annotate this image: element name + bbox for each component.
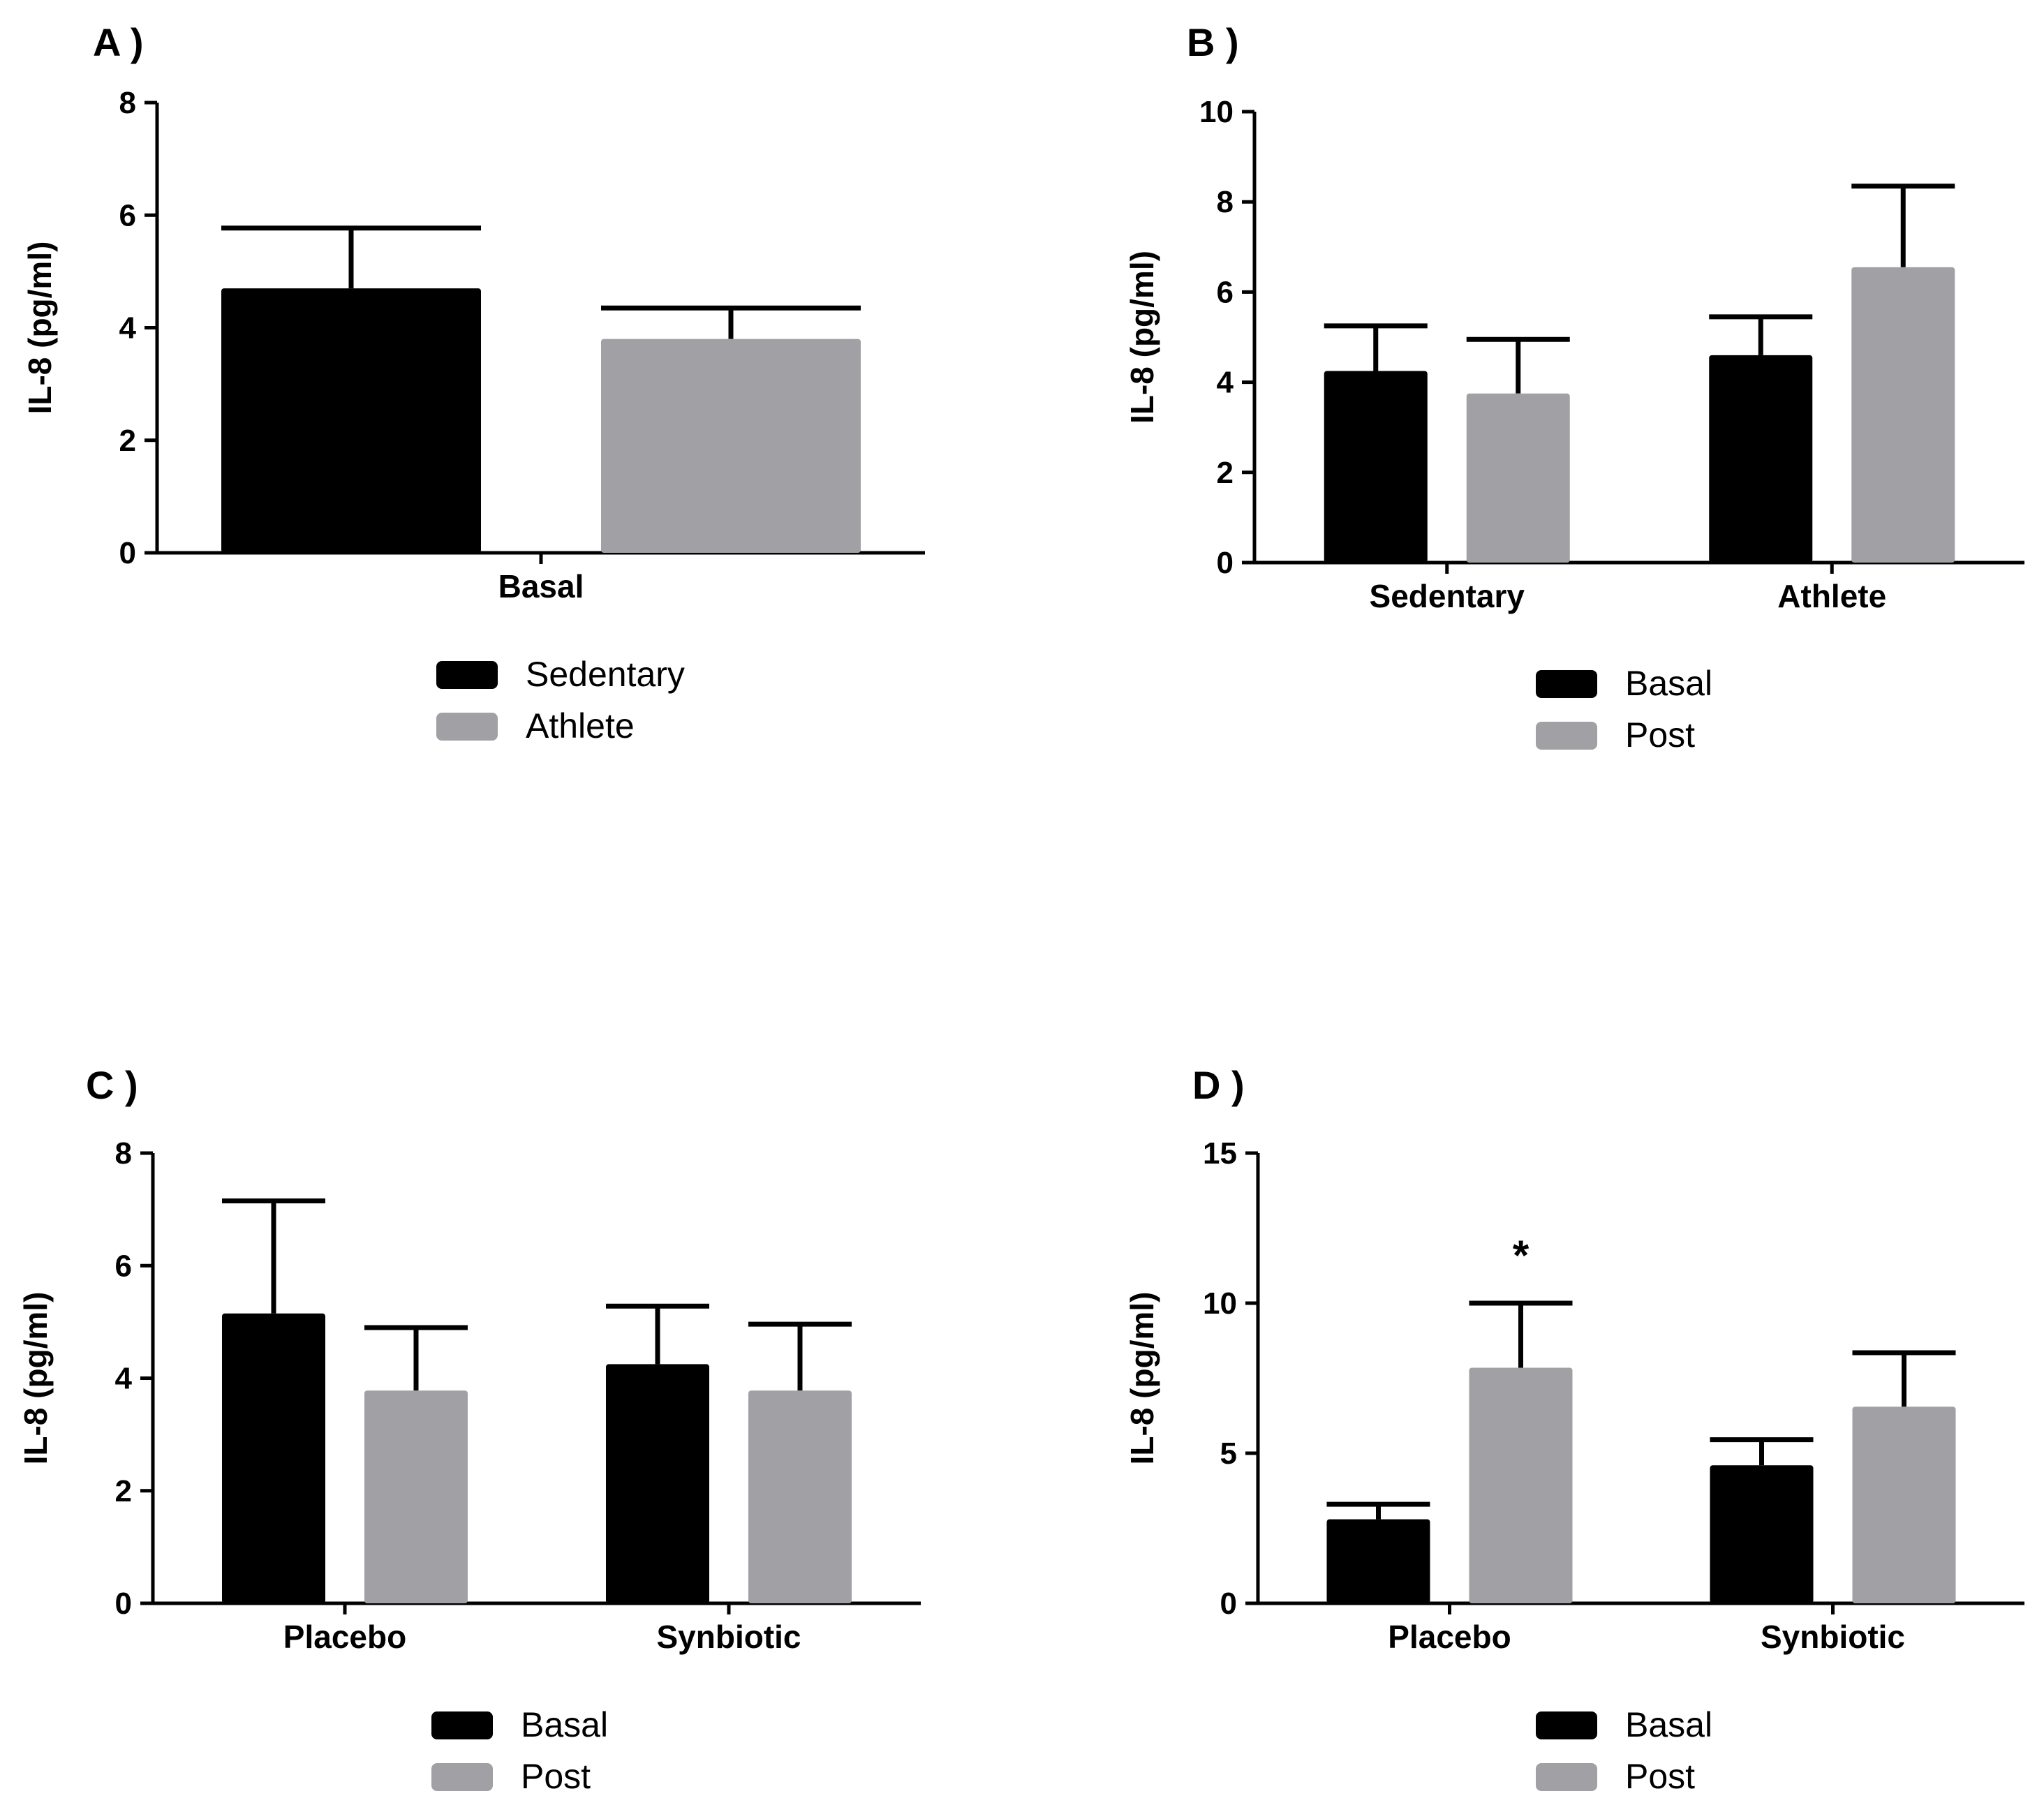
legend-label: Sedentary bbox=[526, 655, 685, 694]
y-tick-label: 4 bbox=[115, 1362, 133, 1396]
y-tick-label: 0 bbox=[1220, 1587, 1237, 1621]
legend-label: Post bbox=[1625, 715, 1695, 755]
panel-label: D ) bbox=[1192, 1063, 1245, 1107]
bar-basal bbox=[606, 1364, 709, 1603]
panel-c: C ) IL-8 (pg/ml) 0 2 4 6 8 Placebo Synbiotic Basa… bbox=[17, 1063, 921, 1796]
legend-label: Post bbox=[521, 1757, 591, 1796]
y-tick-label: 2 bbox=[1217, 456, 1234, 490]
legend-swatch-basal bbox=[1536, 1711, 1597, 1739]
y-tick-label: 6 bbox=[119, 198, 136, 232]
bar-basal bbox=[1326, 1519, 1430, 1603]
y-tick-label: 2 bbox=[115, 1474, 132, 1508]
x-category-label: Basal bbox=[498, 568, 584, 604]
y-tick-label: 10 bbox=[1199, 95, 1234, 129]
x-category-label: Synbiotic bbox=[656, 1619, 801, 1655]
y-tick-label: 15 bbox=[1203, 1136, 1237, 1171]
bar-sedentary bbox=[221, 288, 481, 553]
x-category-label: Sedentary bbox=[1370, 578, 1525, 614]
y-tick-label: 4 bbox=[119, 311, 137, 346]
legend: Basal Post bbox=[1536, 664, 1712, 755]
panel-a: A ) IL-8 (pg/ml) 0 2 4 6 8 Basal Sedentary Athlet… bbox=[22, 20, 925, 745]
y-tick-label: 0 bbox=[115, 1587, 132, 1621]
y-tick-label: 8 bbox=[1217, 185, 1234, 219]
legend: Basal Post bbox=[1536, 1705, 1712, 1796]
bar-athlete bbox=[601, 339, 861, 553]
bar-post bbox=[364, 1390, 468, 1603]
y-tick-label: 8 bbox=[115, 1136, 132, 1171]
y-axis-label: IL-8 (pg/ml) bbox=[1124, 251, 1160, 424]
panel-label: A ) bbox=[93, 20, 144, 64]
legend-label: Athlete bbox=[526, 706, 635, 745]
legend-swatch-post bbox=[1536, 1763, 1597, 1791]
y-tick-label: 6 bbox=[115, 1249, 132, 1283]
panel-d: D ) IL-8 (pg/ml) 0 5 10 15 Placebo Synbiotic * Ba… bbox=[1124, 1063, 2024, 1796]
y-tick-label: 2 bbox=[119, 424, 136, 458]
x-category-label: Synbiotic bbox=[1761, 1619, 1905, 1655]
panel-label: C ) bbox=[86, 1063, 138, 1107]
bar-basal bbox=[1710, 1465, 1814, 1603]
y-axis-label: IL-8 (pg/ml) bbox=[22, 242, 58, 415]
y-tick-label: 6 bbox=[1217, 275, 1234, 309]
legend-swatch-basal bbox=[1536, 670, 1597, 698]
legend-swatch-basal bbox=[431, 1711, 493, 1739]
bar-basal bbox=[1324, 371, 1428, 563]
bar-post bbox=[1466, 393, 1570, 563]
y-tick-label: 0 bbox=[1217, 546, 1234, 580]
legend-label: Post bbox=[1625, 1757, 1695, 1796]
panel-b: B ) IL-8 (pg/ml) 0 2 4 6 8 10 Sedentary Athlete Ba… bbox=[1124, 20, 2024, 755]
y-axis-label: IL-8 (pg/ml) bbox=[17, 1292, 54, 1465]
legend-swatch-post bbox=[1536, 722, 1597, 750]
bar-post bbox=[1852, 1406, 1956, 1603]
bar-basal bbox=[222, 1313, 325, 1603]
panel-label: B ) bbox=[1187, 20, 1239, 64]
legend-swatch-athlete bbox=[436, 713, 498, 741]
bar-post bbox=[1851, 267, 1955, 563]
legend-swatch-post bbox=[431, 1763, 493, 1791]
y-axis-label: IL-8 (pg/ml) bbox=[1124, 1292, 1160, 1465]
significance-mark: * bbox=[1513, 1232, 1530, 1279]
legend: Sedentary Athlete bbox=[436, 655, 685, 745]
legend-swatch-sedentary bbox=[436, 661, 498, 689]
legend: Basal Post bbox=[431, 1705, 608, 1796]
x-category-label: Athlete bbox=[1777, 578, 1886, 614]
legend-label: Basal bbox=[521, 1705, 608, 1744]
bar-basal bbox=[1709, 355, 1813, 563]
bar-post bbox=[1469, 1367, 1573, 1603]
y-tick-label: 0 bbox=[119, 536, 136, 570]
x-category-label: Placebo bbox=[1388, 1619, 1511, 1655]
bar-post bbox=[748, 1390, 852, 1603]
y-tick-label: 10 bbox=[1203, 1286, 1237, 1321]
legend-label: Basal bbox=[1625, 664, 1712, 703]
y-tick-label: 5 bbox=[1220, 1436, 1237, 1471]
y-tick-label: 8 bbox=[119, 86, 136, 120]
y-tick-label: 4 bbox=[1217, 366, 1234, 400]
x-category-label: Placebo bbox=[283, 1619, 406, 1655]
legend-label: Basal bbox=[1625, 1705, 1712, 1744]
